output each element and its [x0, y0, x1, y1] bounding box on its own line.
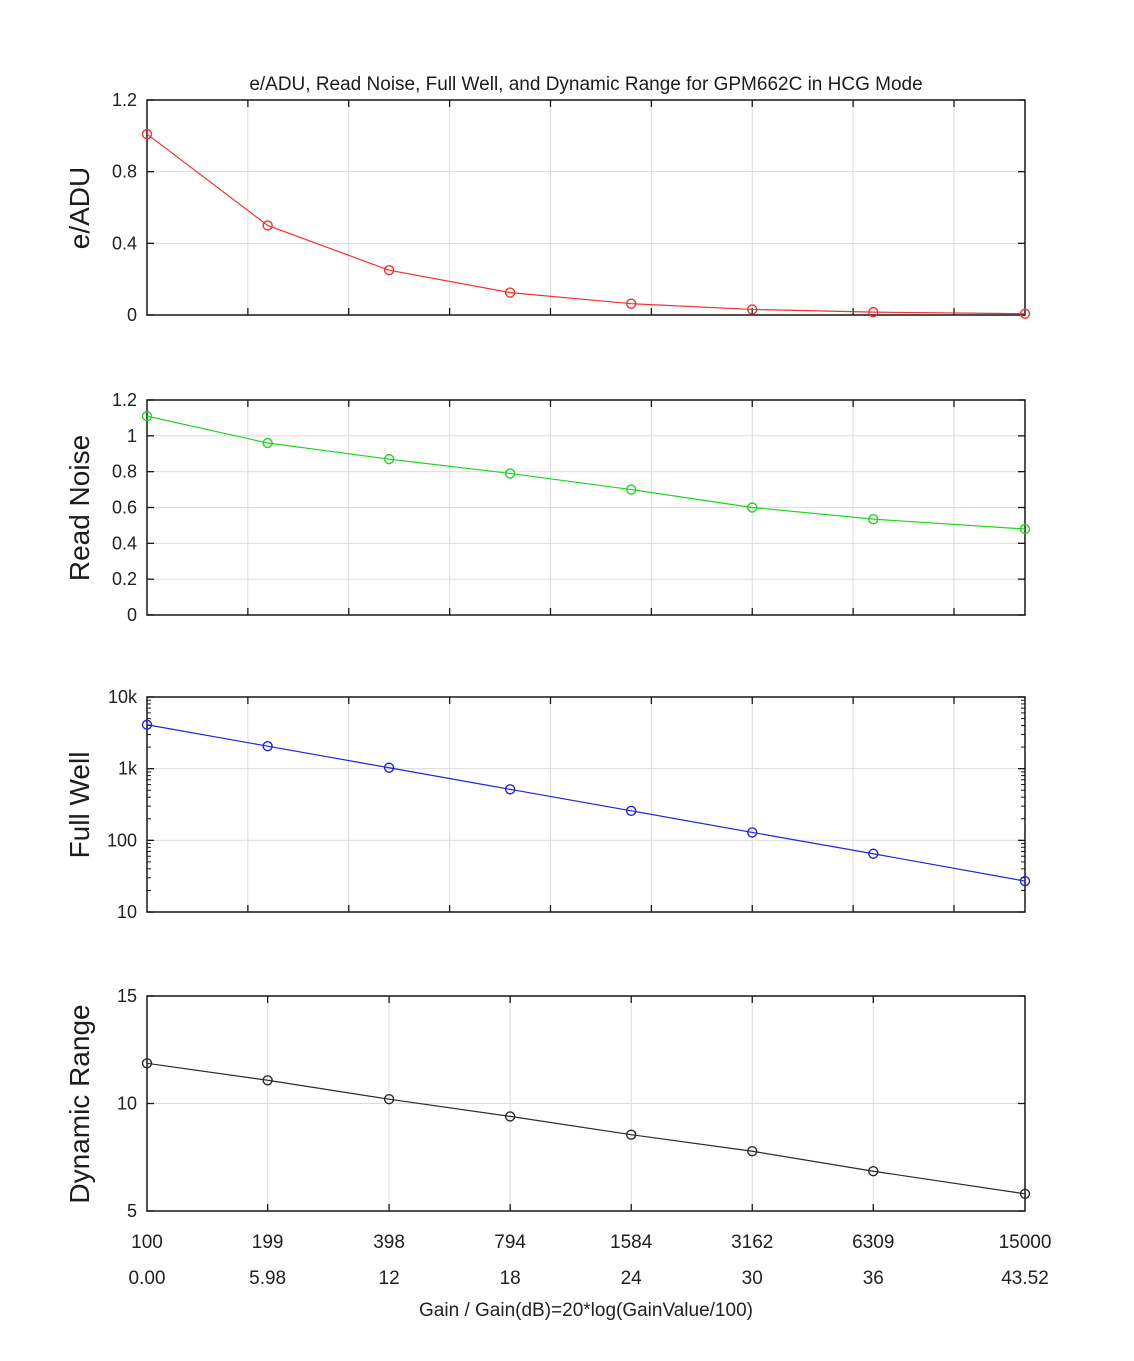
y-tick-label: 0.8 [112, 162, 137, 182]
data-point-dynamic-range [868, 1166, 879, 1177]
x-tick-label-db: 0.00 [129, 1268, 166, 1289]
y-tick-label: 0.4 [112, 233, 137, 253]
data-point-dynamic-range [504, 1111, 516, 1122]
data-point-full-well [1019, 875, 1031, 887]
x-tick-label-gain: 398 [373, 1232, 405, 1253]
x-tick-label-gain: 199 [252, 1232, 284, 1253]
series-line-dynamic-range [146, 1062, 1026, 1195]
subplot-border-full-well [146, 696, 1026, 913]
data-point-read-noise [262, 437, 273, 449]
ylabel-read-noise-text: Read Noise [64, 434, 95, 581]
ylabel-dynamic-range-text: Dynamic Range [64, 1003, 95, 1204]
x-tick-label-db: 36 [863, 1268, 884, 1289]
x-tick-label-gain: 1584 [610, 1232, 653, 1253]
data-point-read-noise [1019, 523, 1031, 535]
subplot-border-read-noise [146, 399, 1026, 616]
data-point-full-well [141, 719, 153, 730]
data-point-e-adu [747, 304, 758, 315]
x-tick-label-gain: 6309 [852, 1232, 894, 1253]
x-tick-label-gain: 15000 [999, 1232, 1052, 1253]
x-tick-label-db: 24 [621, 1268, 643, 1289]
y-tick-label: 1.2 [112, 90, 137, 110]
x-tick-label-gain: 100 [131, 1232, 163, 1253]
data-point-dynamic-range [1019, 1188, 1031, 1200]
data-point-full-well [747, 827, 758, 838]
data-point-e-adu [262, 220, 273, 231]
y-tick-label: 10 [117, 902, 137, 922]
data-point-read-noise [747, 502, 758, 513]
data-point-dynamic-range [141, 1058, 153, 1069]
y-tick-label: 0.4 [112, 533, 137, 553]
data-point-full-well [262, 740, 273, 752]
y-tick-label: 0 [127, 305, 137, 325]
y-tick-label: 1 [127, 426, 137, 446]
y-tick-label: 0.8 [112, 462, 137, 482]
y-tick-label: 100 [107, 830, 137, 850]
data-point-e-adu [141, 128, 153, 140]
ylabel-e-adu-text: e/ADU [64, 166, 95, 249]
x-tick-label-gain: 3162 [731, 1232, 773, 1253]
data-point-e-adu [504, 287, 516, 298]
data-point-dynamic-range [383, 1093, 395, 1105]
data-point-e-adu [868, 306, 879, 318]
series-line-read-noise [146, 415, 1026, 530]
y-tick-label: 0 [127, 605, 137, 625]
data-point-dynamic-range [747, 1146, 758, 1157]
data-point-read-noise [383, 453, 395, 465]
chart-title: e/ADU, Read Noise, Full Well, and Dynami… [249, 74, 923, 95]
x-tick-label-db: 43.52 [1001, 1268, 1049, 1289]
y-tick-label: 10k [108, 687, 138, 707]
data-point-full-well [383, 762, 395, 773]
subplot-border-dynamic-range [146, 995, 1026, 1212]
x-tick-label-db: 30 [742, 1268, 763, 1289]
y-tick-label: 0.2 [112, 569, 137, 589]
data-point-read-noise [141, 410, 153, 422]
x-tick-label-gain: 794 [494, 1232, 526, 1253]
y-tick-label: 15 [117, 986, 137, 1006]
x-tick-label-db: 5.98 [249, 1268, 286, 1289]
data-point-full-well [625, 805, 637, 817]
data-point-full-well [504, 784, 516, 795]
data-point-full-well [868, 848, 879, 859]
x-tick-label-db: 18 [500, 1268, 521, 1289]
data-point-dynamic-range [262, 1075, 273, 1086]
y-tick-label: 0.6 [112, 498, 137, 518]
y-tick-label: 5 [127, 1201, 137, 1221]
data-point-read-noise [625, 484, 637, 495]
data-point-e-adu [625, 298, 637, 309]
data-point-dynamic-range [625, 1129, 637, 1140]
y-tick-label: 10 [117, 1094, 137, 1114]
data-point-read-noise [868, 513, 879, 525]
data-point-e-adu [383, 265, 395, 276]
y-tick-label: 1.2 [112, 390, 137, 410]
subplot-border-e-adu [146, 99, 1026, 316]
data-point-e-adu [1019, 308, 1031, 319]
x-tick-label-db: 12 [379, 1268, 400, 1289]
ylabel-full-well-text: Full Well [64, 751, 95, 858]
data-point-read-noise [504, 468, 516, 479]
x-axis-label: Gain / Gain(dB)=20*log(GainValue/100) [419, 1300, 753, 1321]
series-line-e-adu [146, 133, 1026, 315]
series-line-full-well [146, 724, 1026, 882]
y-tick-label: 1k [118, 759, 138, 779]
